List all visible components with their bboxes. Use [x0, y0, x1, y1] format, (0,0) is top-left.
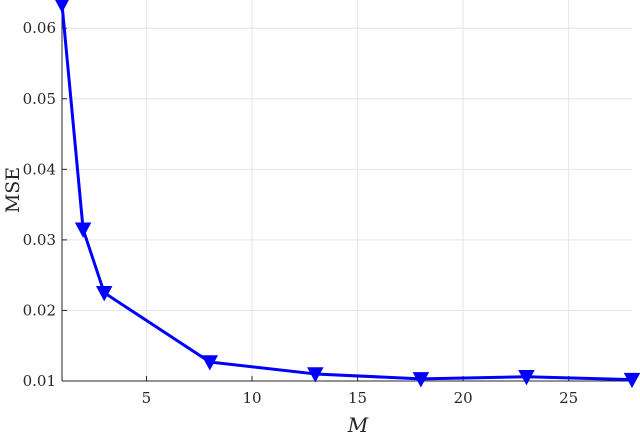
x-tick-label: 15 [348, 389, 367, 407]
x-tick-label: 5 [142, 389, 152, 407]
data-point-marker [518, 370, 535, 386]
y-tick-label: 0.04 [23, 160, 56, 178]
x-tick-label: 10 [242, 389, 261, 407]
data-point-marker [201, 355, 219, 371]
data-point-marker [412, 372, 430, 388]
data-point-marker [55, 0, 69, 13]
x-tick-label: 25 [559, 389, 578, 407]
data-point-marker [74, 222, 92, 238]
series-line [60, 4, 633, 382]
y-tick-label: 0.06 [23, 19, 56, 37]
data-point-marker [307, 367, 324, 383]
y-axis-label: MSE [2, 167, 24, 213]
x-axis-label: M [347, 413, 369, 437]
tick-labels: 5 10 15 20 25 0.01 0.02 0.03 0.04 0.05 0.06 [23, 19, 579, 407]
data-point-marker [623, 372, 640, 389]
series [55, 0, 640, 389]
y-tick-label: 0.01 [23, 372, 56, 390]
data-point-marker [95, 286, 113, 302]
y-tick-label: 0.05 [23, 90, 56, 108]
grid [62, 0, 632, 382]
axes [61, 0, 632, 382]
x-tick-label: 20 [454, 389, 473, 407]
y-tick-label: 0.02 [23, 301, 56, 319]
y-tick-label: 0.03 [23, 231, 56, 249]
